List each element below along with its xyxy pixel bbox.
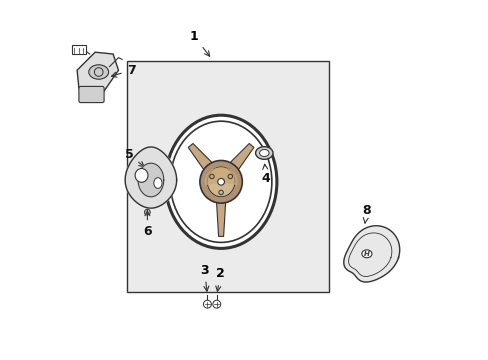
Bar — [72, 45, 86, 54]
Text: 5: 5 — [124, 148, 144, 167]
Ellipse shape — [217, 179, 224, 185]
Text: 8: 8 — [362, 204, 370, 223]
Text: 3: 3 — [200, 264, 208, 291]
Bar — [127, 61, 328, 292]
Ellipse shape — [361, 250, 371, 258]
Polygon shape — [77, 52, 118, 94]
Ellipse shape — [255, 147, 272, 159]
FancyBboxPatch shape — [79, 86, 104, 103]
Text: 1: 1 — [189, 30, 209, 56]
Ellipse shape — [135, 168, 148, 182]
Ellipse shape — [259, 149, 268, 157]
Ellipse shape — [200, 161, 242, 203]
Ellipse shape — [203, 300, 211, 308]
Polygon shape — [343, 226, 399, 282]
Ellipse shape — [212, 300, 220, 308]
Polygon shape — [125, 147, 176, 208]
Text: H: H — [363, 251, 369, 257]
Text: 4: 4 — [261, 164, 270, 185]
Text: 7: 7 — [111, 64, 135, 77]
Ellipse shape — [154, 178, 162, 188]
Polygon shape — [224, 144, 253, 176]
Ellipse shape — [170, 121, 271, 242]
Polygon shape — [205, 168, 237, 185]
Polygon shape — [216, 194, 225, 237]
Ellipse shape — [89, 65, 108, 79]
Text: 2: 2 — [215, 267, 224, 291]
Polygon shape — [138, 163, 163, 197]
Polygon shape — [188, 144, 218, 176]
Text: 6: 6 — [143, 211, 151, 238]
Ellipse shape — [165, 115, 276, 248]
Polygon shape — [207, 167, 234, 197]
